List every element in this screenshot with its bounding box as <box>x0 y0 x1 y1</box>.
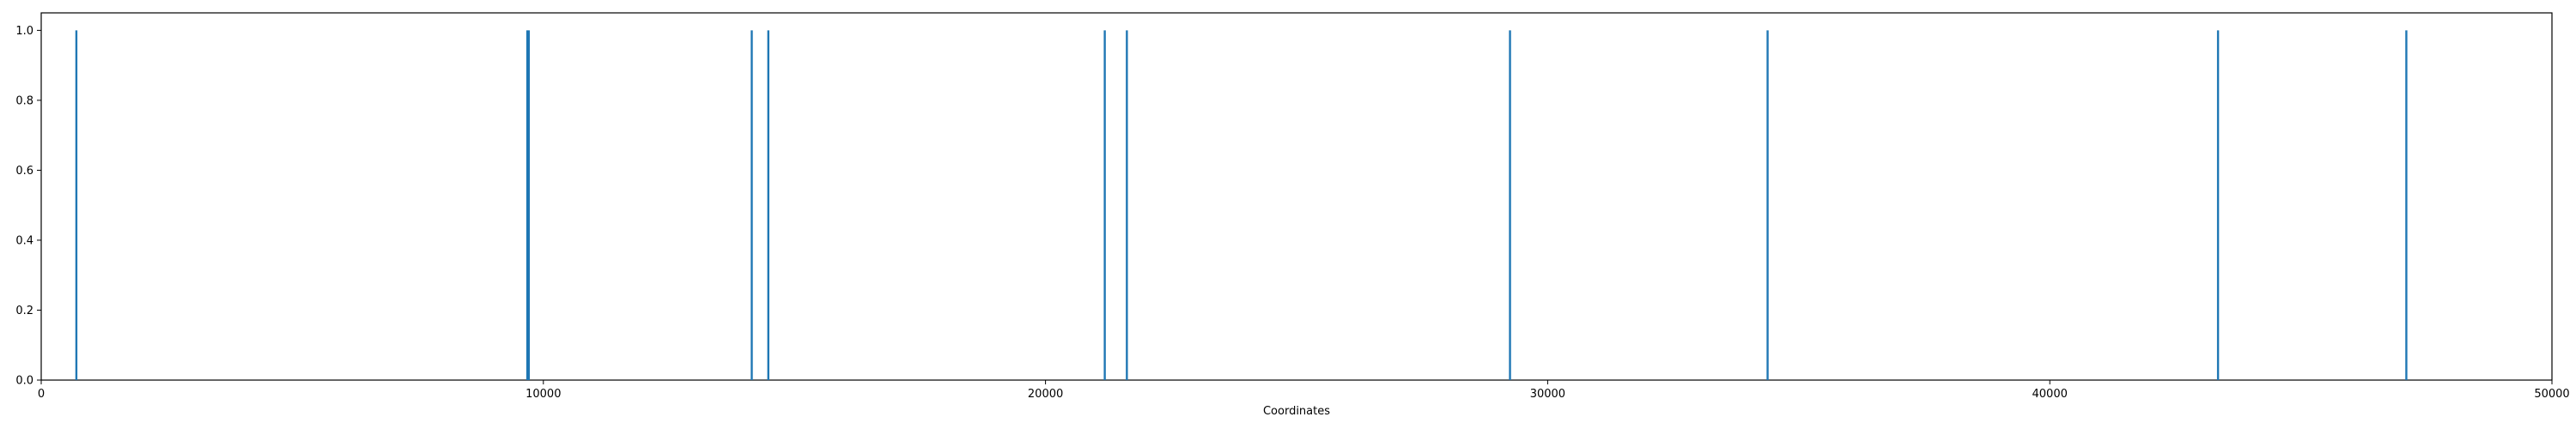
bars-group <box>75 30 2408 380</box>
bar <box>2216 30 2220 380</box>
x-tick-label: 30000 <box>1530 388 1565 401</box>
x-tick-label: 20000 <box>1028 388 1063 401</box>
plot-area <box>40 12 2553 381</box>
bar <box>526 30 529 380</box>
y-tick-label: 0.8 <box>15 94 33 107</box>
x-tick-label: 50000 <box>2534 388 2569 401</box>
y-axis: 0.0 0.2 0.4 0.6 0.8 1.0 <box>15 25 41 388</box>
x-tick-label: 10000 <box>526 388 561 401</box>
bar <box>2405 30 2408 380</box>
y-tick-label: 1.0 <box>15 25 33 38</box>
x-axis-label: Coordinates <box>1263 405 1330 418</box>
x-axis: 0 10000 20000 30000 40000 50000 <box>38 380 2570 401</box>
y-tick-label: 0.2 <box>15 305 33 317</box>
plot-frame <box>40 12 2553 381</box>
bar <box>1766 30 1769 380</box>
bar <box>1509 30 1511 380</box>
y-tick-label: 0.4 <box>15 234 33 247</box>
bar <box>1126 30 1128 380</box>
y-tick-label: 0.0 <box>15 375 33 388</box>
bar <box>1103 30 1106 380</box>
plot-background <box>41 13 2552 380</box>
bar <box>75 30 78 380</box>
bar <box>527 30 531 380</box>
bar <box>767 30 769 380</box>
x-tick-label: 0 <box>38 388 45 401</box>
bar <box>750 30 753 380</box>
x-tick-label: 40000 <box>2032 388 2068 401</box>
y-tick-label: 0.6 <box>15 165 33 178</box>
